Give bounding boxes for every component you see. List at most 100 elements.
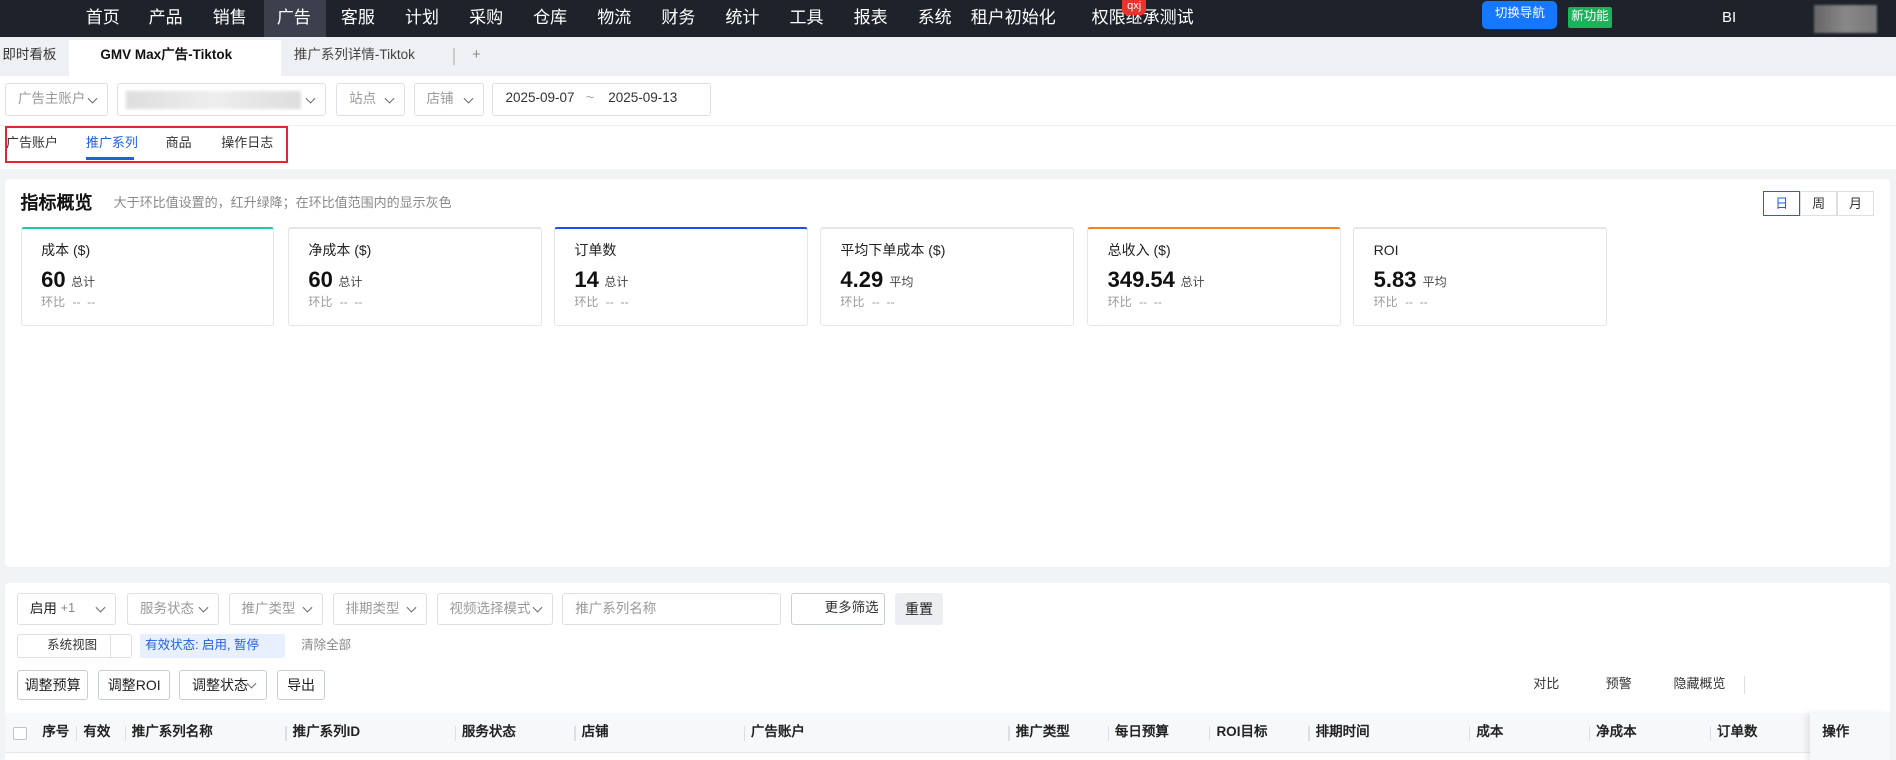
nav-item[interactable]: 计划: [404, 8, 439, 27]
metric-card: [819, 227, 1074, 327]
metric-compare-value: -- --: [605, 294, 629, 309]
period-button[interactable]: 月: [1836, 191, 1875, 217]
metric-label: 订单数: [574, 242, 617, 259]
filter-tag: [140, 633, 286, 658]
metric-unit: 平均: [1422, 274, 1447, 289]
column-header[interactable]: 每日预算: [1114, 724, 1169, 740]
site-select[interactable]: 站点: [336, 83, 406, 117]
status-select[interactable]: 启用: [16, 592, 117, 626]
tab-active: [68, 39, 281, 77]
switch-nav-button[interactable]: 切换导航: [1482, 1, 1558, 29]
reset-button[interactable]: 重置: [894, 592, 944, 626]
action-link[interactable]: 对比: [1533, 675, 1560, 691]
metric-value: 60: [41, 267, 66, 293]
column-header[interactable]: 推广系列ID: [292, 724, 361, 740]
sub-tab[interactable]: 操作日志: [221, 134, 274, 150]
nav-item[interactable]: 报表: [853, 8, 888, 27]
search-input[interactable]: 推广系列名称: [562, 592, 782, 626]
column-header[interactable]: ROI目标: [1216, 724, 1268, 740]
nav-item[interactable]: 客服: [340, 8, 375, 27]
column-header[interactable]: 排期时间: [1315, 724, 1370, 740]
metric-value: 4.29: [840, 267, 884, 293]
column-divider: [1308, 725, 1310, 742]
column-header[interactable]: 订单数: [1717, 724, 1758, 740]
clear-all[interactable]: 清除全部: [301, 637, 352, 652]
more-filters-text: 更多筛选: [824, 599, 879, 615]
divider: [0, 124, 1896, 126]
metric-value: 349.54: [1107, 267, 1175, 293]
sub-tab[interactable]: 推广系列: [85, 134, 138, 150]
column-header[interactable]: 广告账户: [750, 724, 805, 740]
nav-badge: qxj: [1122, 0, 1147, 15]
view-text: 系统视图: [47, 637, 98, 652]
metric-compare: 环比: [840, 294, 865, 309]
tab-add[interactable]: +: [472, 47, 481, 64]
date-range[interactable]: [492, 83, 711, 117]
column-divider: [1469, 725, 1471, 742]
action-button[interactable]: 调整状态: [178, 669, 268, 701]
nav-item[interactable]: 仓库: [533, 8, 568, 27]
checkbox[interactable]: [13, 726, 27, 741]
column-header[interactable]: 净成本: [1596, 724, 1637, 740]
column-divider: [124, 725, 126, 742]
nav-item[interactable]: 广告: [276, 8, 311, 27]
video-mode-select[interactable]: 视频选择模式: [436, 592, 553, 626]
action-link[interactable]: 预警: [1605, 675, 1632, 691]
column-header[interactable]: 序号: [42, 724, 70, 740]
service-status-select[interactable]: 服务状态: [126, 592, 219, 626]
column-header[interactable]: 服务状态: [461, 724, 516, 740]
action-link[interactable]: 隐藏概览: [1673, 675, 1726, 691]
nav-bi: BI: [1722, 9, 1737, 26]
nav-item[interactable]: 首页: [85, 8, 120, 27]
nav-item[interactable]: 权限继承测试: [1091, 8, 1194, 27]
tab[interactable]: 推广系列详情-Tiktok: [293, 47, 415, 63]
tab[interactable]: 即时看板: [2, 47, 57, 63]
nav-item[interactable]: 财务: [661, 8, 696, 27]
action-button[interactable]: 调整预算: [16, 669, 89, 701]
column-header[interactable]: 店铺: [581, 724, 609, 740]
schedule-type-select[interactable]: 排期类型: [332, 592, 427, 626]
nav-item[interactable]: 工具: [789, 8, 824, 27]
column-divider: [574, 725, 576, 742]
more-filters-button[interactable]: [790, 592, 886, 626]
action-button[interactable]: 导出: [276, 669, 326, 701]
metric-compare-value: -- --: [1139, 294, 1162, 309]
nav-item[interactable]: 统计: [725, 8, 760, 27]
nav-item[interactable]: 租户初始化: [970, 8, 1056, 27]
metric-compare-value: -- --: [72, 294, 96, 309]
sub-tab[interactable]: 广告账户: [6, 134, 59, 150]
sub-tab-underline: [85, 157, 135, 160]
period-button[interactable]: 周: [1799, 191, 1838, 217]
overview-hint: 大于环比值设置的，红升绿降；在环比值范围内的显示灰色: [113, 195, 452, 211]
nav-item[interactable]: 物流: [597, 8, 632, 27]
nav-item[interactable]: 产品: [148, 8, 183, 27]
metric-label: 总收入 ($): [1107, 242, 1171, 259]
metric-label: ROI: [1373, 242, 1399, 259]
promo-type-select[interactable]: 推广类型: [228, 592, 323, 626]
metric-label: 成本 ($): [41, 242, 91, 259]
view-select[interactable]: [16, 633, 132, 658]
nav-item[interactable]: 采购: [469, 8, 504, 27]
column-header[interactable]: 推广系列名称: [131, 724, 213, 740]
new-feature-button[interactable]: 新功能: [1568, 7, 1612, 28]
account-select[interactable]: 广告主账户: [4, 83, 108, 117]
metric-label: 净成本 ($): [308, 242, 372, 259]
period-button[interactable]: 日: [1762, 191, 1801, 217]
store-select[interactable]: 店铺: [413, 83, 484, 117]
date-separator: ~: [585, 90, 595, 107]
metric-unit: 总计: [71, 274, 96, 289]
column-divider: [1588, 725, 1591, 742]
sub-tab[interactable]: 商品: [165, 134, 192, 150]
nav-item[interactable]: 销售: [212, 8, 247, 27]
metric-card: [287, 227, 542, 327]
tab[interactable]: GMV Max广告-Tiktok: [100, 47, 233, 63]
nav-item[interactable]: 系统: [917, 8, 952, 27]
column-header[interactable]: 操作: [1822, 724, 1850, 740]
date-end: 2025-09-13: [608, 90, 678, 106]
column-header[interactable]: 推广类型: [1015, 724, 1070, 740]
column-header[interactable]: 有效: [83, 724, 111, 740]
metric-card: [1353, 227, 1607, 327]
action-button[interactable]: 调整ROI: [97, 669, 171, 701]
column-header[interactable]: 成本: [1476, 724, 1504, 740]
